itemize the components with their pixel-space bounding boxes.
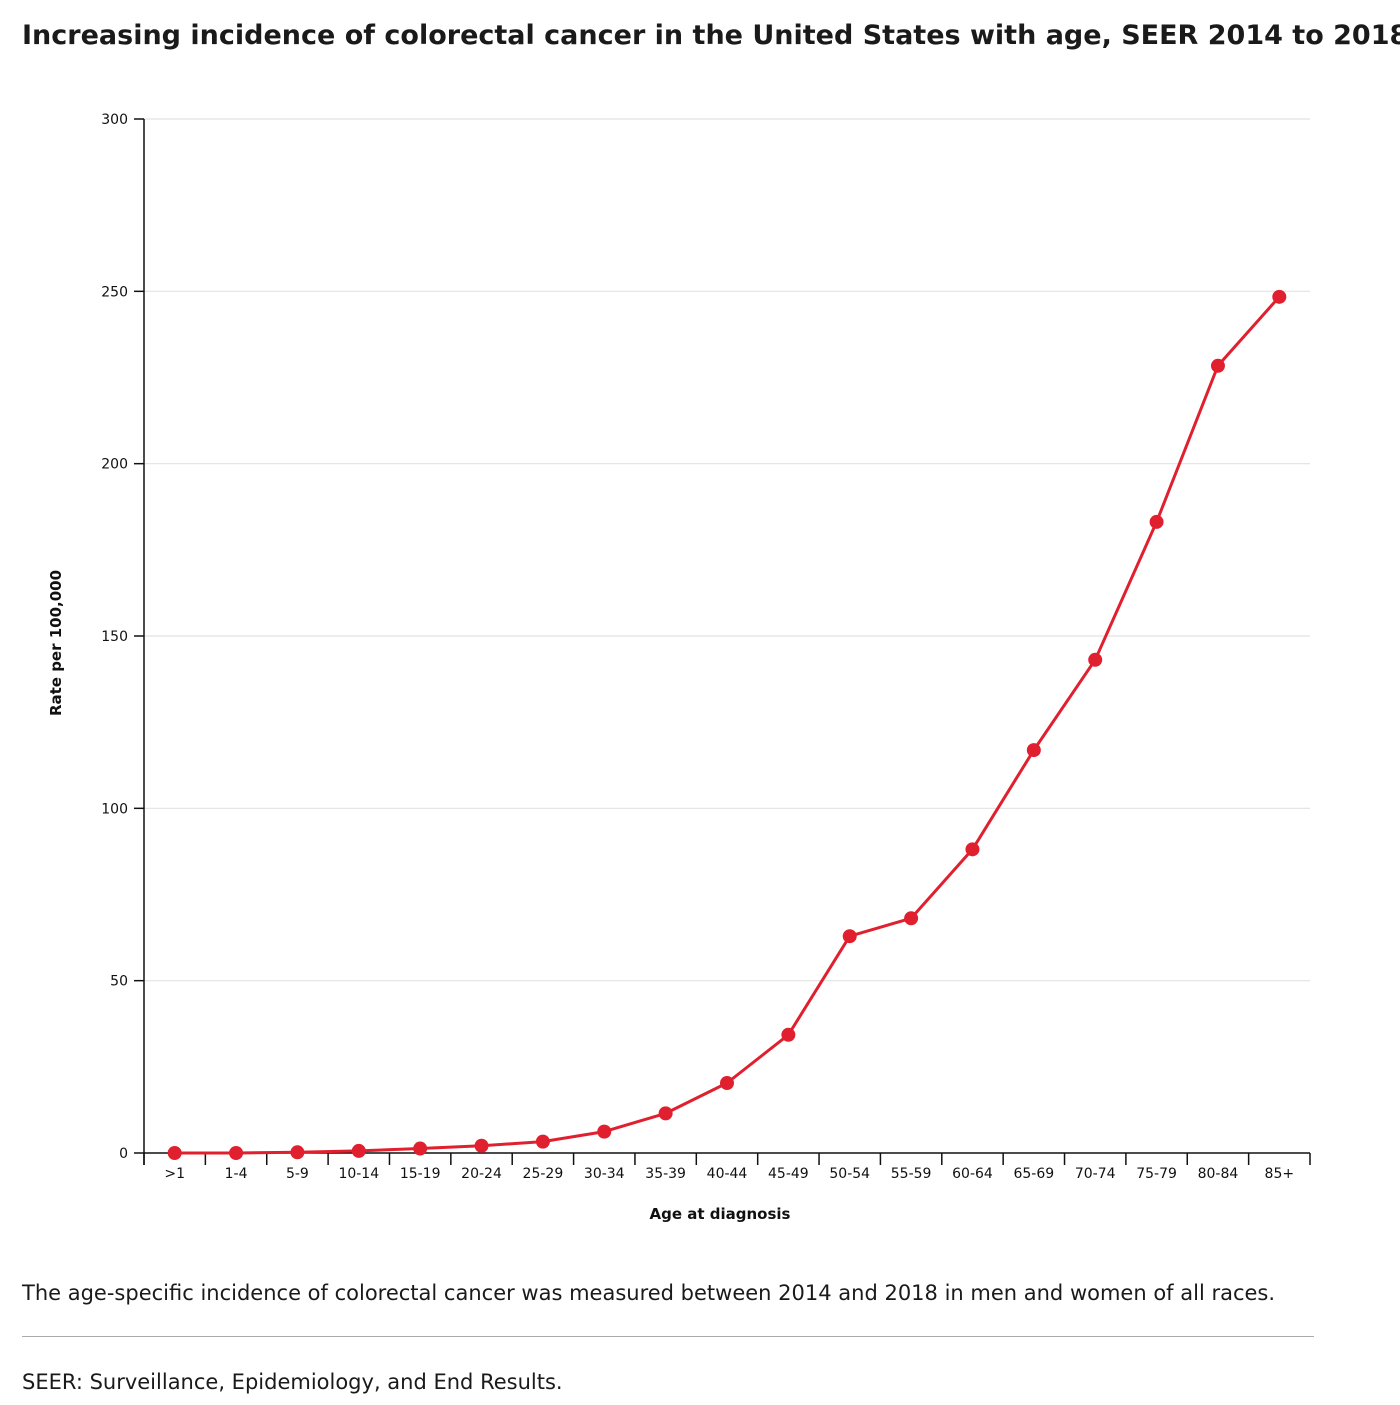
series-group [167, 289, 1287, 1160]
footnote: SEER: Surveillance, Epidemiology, and En… [22, 1370, 563, 1394]
y-tick-label: 250 [101, 284, 128, 300]
data-point [658, 1106, 673, 1121]
x-tick-label: 40-44 [707, 1166, 748, 1182]
data-point [965, 842, 980, 857]
x-tick-label: 85+ [1265, 1166, 1295, 1182]
x-tick-label: 25-29 [523, 1166, 564, 1182]
data-point [1026, 743, 1041, 758]
divider [22, 1336, 1314, 1337]
data-point [1210, 358, 1225, 373]
line-chart: 0 50 100 150 200 250 300 >1 1-4 5-9 10-14 15-19 20-… [47, 112, 1311, 1223]
data-point [1149, 514, 1164, 529]
x-tick-label: 10-14 [338, 1166, 379, 1182]
y-tick-label: 0 [119, 1146, 128, 1162]
x-tick-label: 80-84 [1198, 1166, 1239, 1182]
data-point [351, 1143, 366, 1158]
x-tick-label: 15-19 [400, 1166, 441, 1182]
data-point [474, 1138, 489, 1153]
x-axis-title: Age at diagnosis [650, 1205, 791, 1223]
data-point [904, 911, 919, 926]
page-title: Increasing incidence of colorectal cance… [22, 20, 1400, 51]
x-tick-label: 50-54 [829, 1166, 870, 1182]
x-tick-label: 35-39 [645, 1166, 686, 1182]
x-tick-label: 1-4 [225, 1166, 248, 1182]
x-tick-label: 75-79 [1136, 1166, 1177, 1182]
x-tick-label: 55-59 [891, 1166, 932, 1182]
x-tick-label: 45-49 [768, 1166, 809, 1182]
y-axis-title: Rate per 100,000 [47, 570, 65, 716]
caption: The age-specific incidence of colorectal… [22, 1281, 1276, 1305]
x-tick-label: 65-69 [1013, 1166, 1054, 1182]
x-tick-label: 30-34 [584, 1166, 625, 1182]
x-tick-label: 20-24 [461, 1166, 502, 1182]
x-tick-label: 70-74 [1075, 1166, 1116, 1182]
y-tick-label: 300 [101, 112, 128, 128]
x-tick-label: >1 [164, 1166, 185, 1182]
gridlines [144, 118, 1310, 982]
y-tick-label: 200 [101, 457, 128, 473]
data-point [720, 1076, 734, 1091]
data-point [781, 1027, 796, 1042]
y-tick-label: 100 [101, 801, 128, 817]
y-axis: 0 50 100 150 200 250 300 [101, 112, 145, 1165]
data-point [1272, 289, 1287, 304]
y-tick-label: 150 [101, 629, 128, 645]
data-point [290, 1145, 305, 1160]
x-tick-label: 60-64 [952, 1166, 993, 1182]
y-tick-label: 50 [110, 974, 128, 990]
data-point [167, 1146, 182, 1160]
data-point [535, 1134, 550, 1149]
data-point [842, 929, 857, 944]
data-point [597, 1124, 612, 1139]
x-axis: >1 1-4 5-9 10-14 15-19 20-24 25-29 30-34 35-39 40… [143, 1152, 1311, 1182]
data-point [1088, 652, 1103, 667]
series-line [174, 295, 1281, 1155]
data-point [229, 1146, 244, 1160]
data-point [413, 1141, 428, 1156]
x-tick-label: 5-9 [286, 1166, 309, 1182]
